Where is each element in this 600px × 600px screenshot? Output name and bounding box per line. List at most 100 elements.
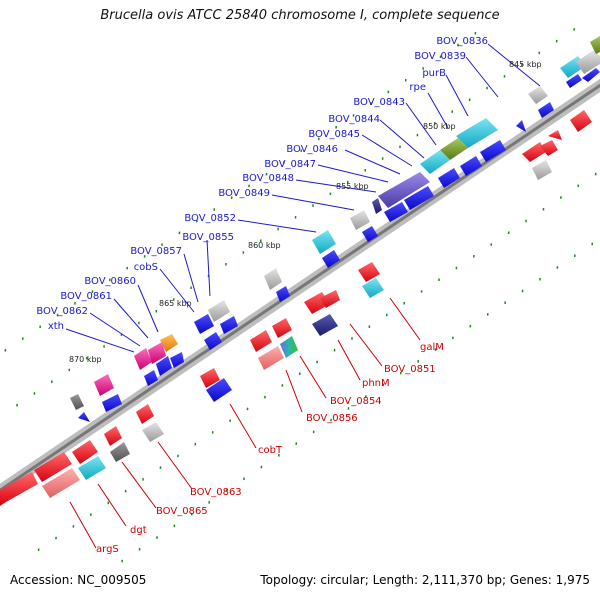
kbp-label: 860 kbp xyxy=(248,241,281,250)
gene-label: galM xyxy=(420,342,444,353)
gene-block xyxy=(258,346,284,370)
gene-label: BOV_0863 xyxy=(190,487,242,498)
gene-arrow xyxy=(170,352,184,368)
gene-arrow xyxy=(102,394,122,412)
gene-block xyxy=(110,442,130,462)
gene-label: phnM xyxy=(362,378,390,389)
gene-block xyxy=(142,422,164,442)
gene-arrow xyxy=(362,226,378,242)
gene-block xyxy=(94,374,114,396)
gene-label: cobT xyxy=(258,445,283,456)
gene-block xyxy=(148,342,166,364)
gene-label: BOV_0857 xyxy=(130,246,182,257)
gene-arrow xyxy=(136,404,154,424)
gene-block xyxy=(208,300,230,322)
gene-arrow xyxy=(200,368,220,388)
gene-arrow xyxy=(358,262,380,282)
kbp-label: 855 kbp xyxy=(336,182,369,191)
reverse-gene-labels: galM BOV_0851 phnM BOV_0854 BOV_0856 cob… xyxy=(96,342,444,555)
kbp-label: 870 kbp xyxy=(69,355,102,364)
forward-strand-genes xyxy=(70,36,600,422)
gene-arrow xyxy=(78,412,90,422)
gene-label: BOV_0852 xyxy=(184,213,236,224)
gene-arrow xyxy=(72,440,98,464)
gene-arrow xyxy=(320,290,340,308)
gene-arrow xyxy=(272,318,292,338)
gene-block xyxy=(312,314,338,336)
gene-arrow xyxy=(204,332,222,350)
gene-arrow xyxy=(548,130,562,140)
gene-block xyxy=(590,36,600,54)
gene-arrow xyxy=(460,156,482,176)
gene-label: BOV_0865 xyxy=(156,506,208,517)
gene-block xyxy=(78,456,106,480)
gene-arrow xyxy=(516,120,526,132)
gene-block xyxy=(280,336,298,358)
kbp-label: 850 kbp xyxy=(423,122,456,131)
gene-label: BOV_0847 xyxy=(264,159,316,170)
scale-ticks xyxy=(4,28,597,563)
gene-arrow xyxy=(540,140,558,156)
gene-arrow xyxy=(276,286,290,302)
gene-block xyxy=(456,118,498,148)
gene-block xyxy=(372,198,382,214)
gene-arrow xyxy=(582,68,600,82)
kbp-scale-labels: 845 kbp 850 kbp 855 kbp 860 kbp 865 kbp … xyxy=(69,60,542,364)
gene-label: xth xyxy=(48,321,64,332)
gene-block xyxy=(532,160,552,180)
gene-block xyxy=(42,468,80,498)
gene-label: BOV_0836 xyxy=(436,36,488,47)
gene-arrow xyxy=(156,356,172,376)
chromosome-backbone xyxy=(0,78,600,497)
gene-block xyxy=(264,268,282,290)
gene-label: BOV_0843 xyxy=(353,97,405,108)
gene-arrow xyxy=(194,314,214,334)
gene-block xyxy=(350,210,370,230)
gene-block xyxy=(206,378,232,402)
top-leader-lines xyxy=(65,43,541,353)
reverse-strand-genes xyxy=(0,110,592,506)
gene-block xyxy=(528,86,548,104)
map-title: Brucella ovis ATCC 25840 chromosome I, c… xyxy=(100,8,500,23)
gene-arrow xyxy=(34,452,72,482)
gene-label: BOV_0860 xyxy=(84,276,136,287)
gene-arrow xyxy=(0,472,38,506)
gene-arrow xyxy=(480,140,506,162)
gene-block xyxy=(420,150,450,174)
gene-label: BOV_0848 xyxy=(242,173,294,184)
gene-block xyxy=(440,138,468,160)
gene-arrow xyxy=(438,168,460,188)
gene-arrow xyxy=(384,202,408,222)
gene-block xyxy=(378,172,430,208)
gene-arrow xyxy=(404,186,434,210)
gene-label: BOV_0849 xyxy=(218,188,270,199)
gene-label: BOV_0846 xyxy=(286,144,338,155)
gene-label: BOV_0861 xyxy=(60,291,112,302)
gene-block xyxy=(570,110,592,132)
forward-gene-labels: BOV_0836 BOV_0839 purB rpe BOV_0843 BOV_… xyxy=(36,36,488,332)
gene-arrow xyxy=(104,426,122,446)
gene-label: BOV_0839 xyxy=(414,51,466,62)
gene-block xyxy=(576,50,600,74)
kbp-label: 845 kbp xyxy=(509,60,542,69)
gene-arrow xyxy=(538,102,554,118)
gene-block xyxy=(312,230,336,254)
accession-label: Accession: NC_009505 xyxy=(10,573,147,587)
gene-label: BOV_0856 xyxy=(306,413,358,424)
gene-label: rpe xyxy=(409,82,426,93)
gene-arrow xyxy=(522,142,546,162)
bottom-leader-lines xyxy=(69,297,421,549)
gene-label: dgt xyxy=(130,525,147,536)
gene-label: BOV_0862 xyxy=(36,306,88,317)
kbp-label: 865 kbp xyxy=(159,299,192,308)
gene-arrow xyxy=(566,74,582,88)
gene-arrow xyxy=(250,330,272,352)
gene-label: BOV_0845 xyxy=(308,129,360,140)
gene-label: purB xyxy=(422,68,446,79)
gene-label: cobS xyxy=(134,262,158,273)
gene-label: BOV_0851 xyxy=(384,364,436,375)
gene-block xyxy=(134,348,152,370)
gene-label: BOV_0854 xyxy=(330,396,382,407)
gene-arrow xyxy=(220,316,238,334)
